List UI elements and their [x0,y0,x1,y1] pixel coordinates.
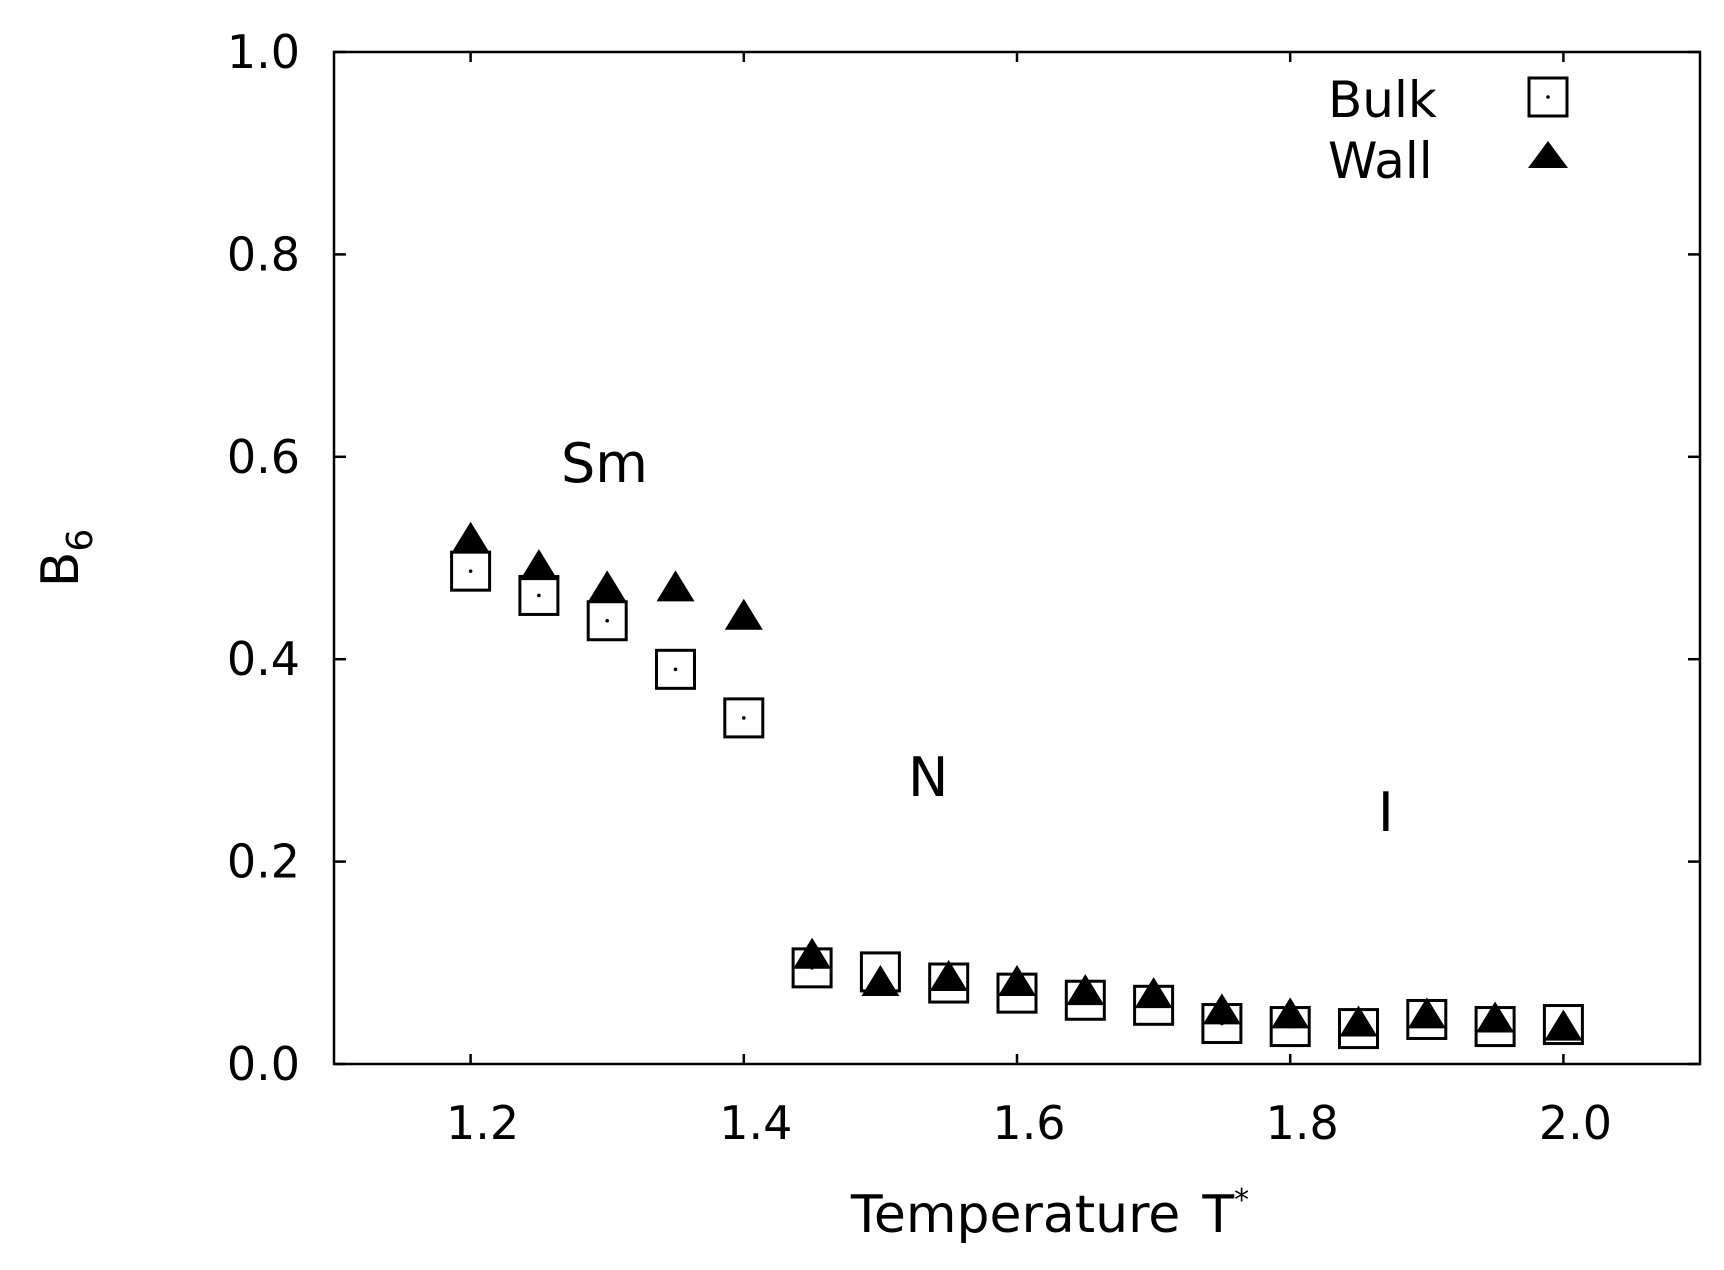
wall-point [1271,997,1310,1029]
wall-point [998,965,1036,997]
y-axis-label-group: B6 [31,529,101,588]
region-label-i: I [1378,781,1394,844]
region-annotations: Sm N I [561,432,1394,844]
x-tick-label: 1.8 [1266,1096,1339,1150]
wall-point [1476,1001,1515,1033]
wall-point [1407,997,1446,1029]
x-tick-label: 1.4 [719,1096,792,1150]
bulk-point-dot [673,667,678,672]
y-tick-label: 1.0 [227,25,300,79]
wall-point [519,549,558,581]
y-axis-label-subscript: 6 [60,529,101,552]
wall-point [656,570,695,602]
x-axis-label-text: Temperature [850,1185,1180,1245]
x-axis-label: Temperature T* [850,1183,1249,1245]
legend-marker-wall [1528,141,1568,168]
bulk-point-dot [537,593,541,598]
x-tick-label: 1.2 [446,1096,519,1150]
legend-label-bulk: Bulk [1328,71,1437,129]
region-label-sm: Sm [561,432,648,495]
y-tick-label: 0.6 [227,430,300,484]
wall-point [1544,1009,1583,1041]
bulk-point-dot [605,618,609,623]
wall-point [929,959,968,991]
x-axis-ticks: 1.2 1.4 1.6 1.8 2.0 [446,52,1612,1150]
bulk-point-dot [742,716,746,720]
x-tick-label: 1.6 [992,1096,1065,1150]
series-wall [451,521,1583,1041]
wall-point [1339,1005,1378,1037]
bulk-point-dot [468,569,473,573]
x-axis-label-superscript: * [1234,1183,1249,1218]
wall-point [451,521,490,553]
wall-point [1202,993,1241,1025]
y-tick-label: 0.0 [227,1037,300,1091]
wall-point [1134,977,1173,1009]
wall-point [793,937,832,969]
y-tick-label: 0.4 [227,632,300,686]
legend-label-wall: Wall [1328,132,1433,190]
y-tick-label: 0.8 [227,227,300,281]
wall-point [588,570,627,602]
bulk-point [859,951,901,993]
y-axis-label-text: B [31,552,91,588]
wall-point [1066,974,1105,1006]
region-label-n: N [908,746,948,809]
x-tick-label: 2.0 [1539,1096,1612,1150]
y-tick-label: 0.2 [227,835,300,889]
legend: Bulk Wall [1328,71,1569,190]
wall-point [861,965,900,997]
bulk-point [655,648,696,690]
y-axis-label: B6 [31,529,101,588]
y-axis-ticks: 0.0 0.2 0.4 0.6 0.8 1.0 [227,25,1700,1091]
wall-point [724,598,763,630]
x-axis-label-symbol: T [1201,1185,1234,1245]
legend-marker-bulk-dot [1546,95,1550,99]
